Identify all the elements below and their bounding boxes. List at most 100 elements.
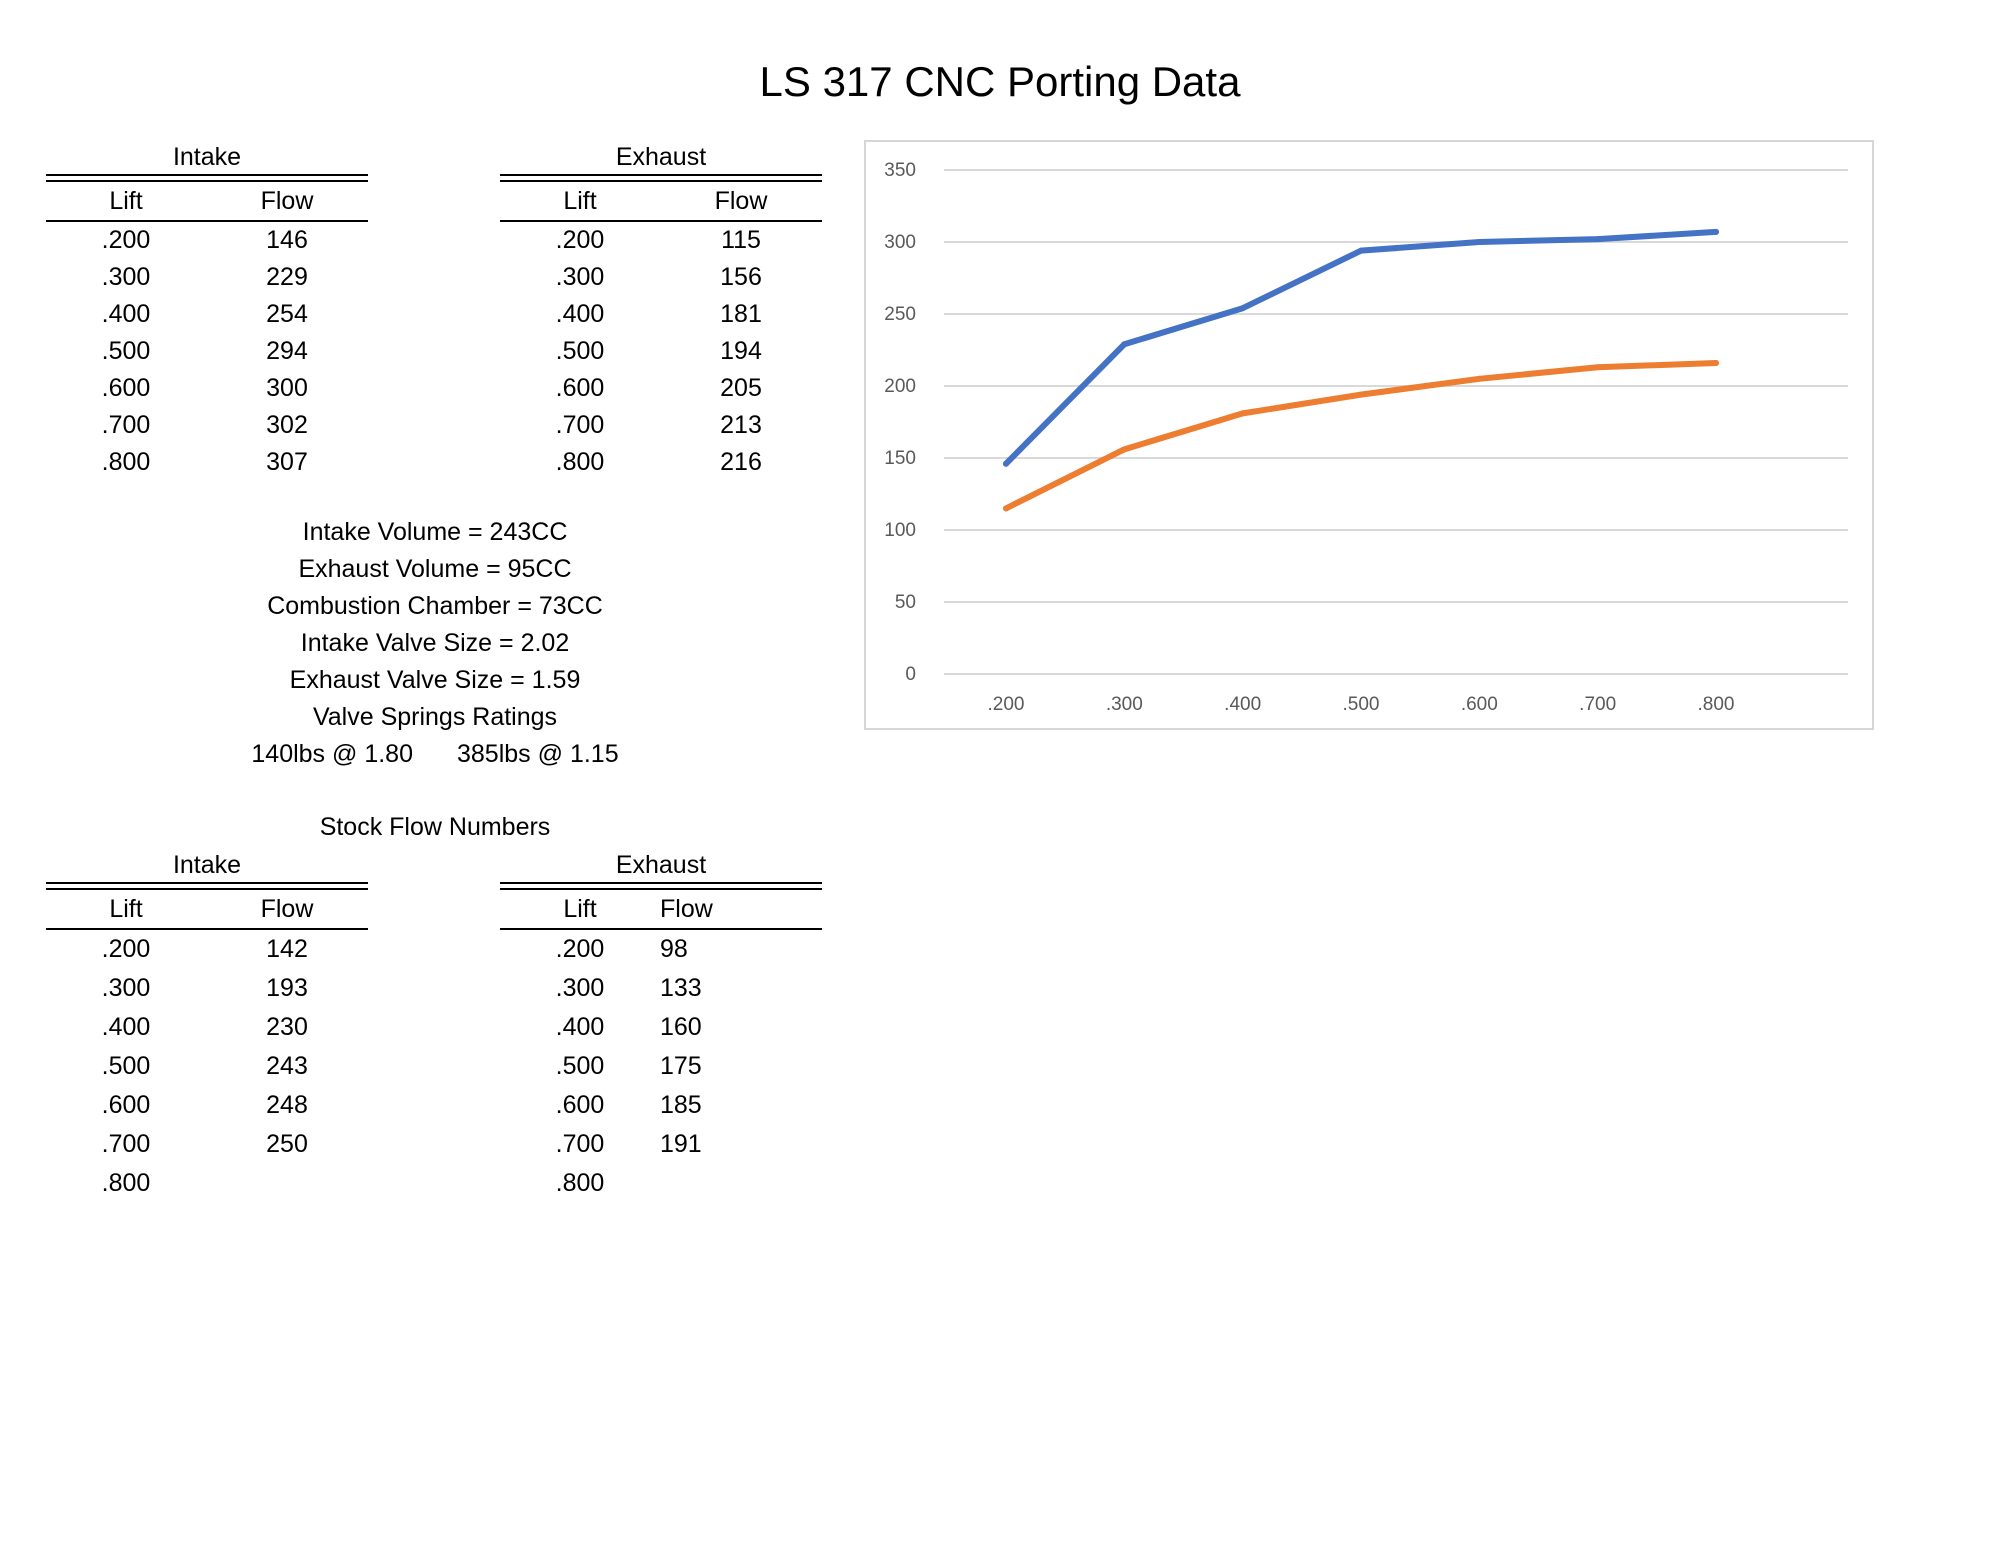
cell-lift: .300 (101, 263, 151, 291)
table-row: .200 115 (500, 222, 822, 259)
y-tick-label: 200 (884, 376, 916, 397)
x-tick-label: .200 (988, 694, 1025, 715)
table-row: .400 254 (46, 296, 368, 333)
cell-lift: .600 (555, 374, 605, 402)
x-tick-label: .500 (1343, 694, 1380, 715)
cell-flow: 254 (266, 300, 308, 328)
y-tick-label: 250 (884, 304, 916, 325)
valve-spring-ratings: 140lbs @ 1.80 385lbs @ 1.15 (215, 736, 655, 773)
x-tick-label: .300 (1106, 694, 1143, 715)
cell-lift: .500 (555, 1052, 605, 1080)
header-lift: Lift (109, 895, 143, 923)
cell-lift: .200 (555, 226, 605, 254)
header-flow: Flow (260, 187, 314, 215)
table-row: .800 216 (500, 444, 822, 481)
chart-svg: 0 50 100 150 200 250 300 350 .200 .300 .400 .500 .60… (884, 160, 1848, 715)
table-header: Lift Flow (500, 182, 822, 222)
table-row: .600 185 (500, 1086, 822, 1125)
series-1-point (1239, 305, 1246, 312)
page-title: LS 317 CNC Porting Data (759, 58, 1241, 105)
table-row: .800 307 (46, 444, 368, 481)
cell-flow (660, 1164, 822, 1203)
intake-valve-size: Intake Valve Size = 2.02 (300, 629, 570, 657)
cell-flow: 213 (720, 411, 762, 439)
header-flow: Flow (660, 895, 713, 923)
series-1-point (1594, 236, 1601, 243)
valve-springs-title: Valve Springs Ratings (312, 703, 558, 731)
table-body: .200 115 .300 156 .400 181 .500 194 .600 205 .700 2… (500, 222, 822, 481)
table-row: .500 175 (500, 1047, 822, 1086)
x-tick-label: .600 (1461, 694, 1498, 715)
intake-volume: Intake Volume = 243CC (302, 518, 568, 546)
y-tick-label: 150 (884, 448, 916, 469)
table-caption: Intake (172, 851, 242, 879)
cell-flow: 307 (266, 448, 308, 476)
cell-lift: .500 (101, 337, 151, 365)
ported-exhaust-table: Exhaust Lift Flow .200 115 .300 156 .400 181.… (500, 140, 822, 481)
table-header: Lift Flow (46, 182, 368, 222)
cell-flow: 98 (660, 935, 688, 963)
double-rule (46, 882, 368, 890)
cell-lift: .800 (101, 448, 151, 476)
cell-lift: .300 (555, 974, 605, 1002)
header-lift: Lift (563, 187, 597, 215)
series-2-point (1358, 391, 1364, 398)
series-line-1 (1003, 228, 1719, 467)
stock-flow-title: Stock Flow Numbers (319, 813, 551, 841)
head-specs: Intake Volume = 243CC Exhaust Volume = 9… (215, 514, 655, 773)
cell-lift: .600 (101, 374, 151, 402)
cell-flow: 302 (266, 411, 308, 439)
cell-flow: 160 (660, 1013, 702, 1041)
exhaust-valve-size: Exhaust Valve Size = 1.59 (289, 666, 581, 694)
series-2-point (1713, 359, 1719, 366)
series-1-point (1121, 341, 1128, 348)
cell-flow: 205 (720, 374, 762, 402)
table-row: .600 205 (500, 370, 822, 407)
cell-lift: .700 (101, 1130, 151, 1158)
combustion-chamber: Combustion Chamber = 73CC (267, 592, 603, 620)
series-2-point (1239, 410, 1246, 417)
double-rule (500, 882, 822, 890)
series-2-point (1594, 364, 1601, 371)
cell-lift: .200 (101, 226, 151, 254)
x-tick-label: .400 (1224, 694, 1261, 715)
cell-lift: .400 (555, 1013, 605, 1041)
cell-lift: .400 (101, 300, 151, 328)
cell-lift: .700 (555, 1130, 605, 1158)
cell-lift: .500 (101, 1052, 151, 1080)
cell-flow: 175 (660, 1052, 702, 1080)
header-flow: Flow (714, 187, 768, 215)
y-tick-label: 100 (884, 520, 916, 541)
series-1-point (1358, 247, 1364, 254)
cell-flow: 193 (266, 974, 308, 1002)
table-row: .600 300 (46, 370, 368, 407)
cell-flow: 229 (266, 263, 308, 291)
table-row: .500 194 (500, 333, 822, 370)
cell-flow: 216 (720, 448, 762, 476)
table-row: .300 156 (500, 259, 822, 296)
flow-chart: 0 50 100 150 200 250 300 350 .200 .300 .400 .500 .60… (864, 140, 1874, 730)
series-1-point (1003, 460, 1009, 467)
spring-open-rating: 385lbs @ 1.15 (457, 740, 619, 768)
table-row: .800 (46, 1164, 368, 1203)
series-2-point (1476, 375, 1483, 382)
cell-flow: 181 (720, 300, 762, 328)
series-line-2 (1003, 359, 1719, 512)
cell-flow: 230 (266, 1013, 308, 1041)
cell-lift: .600 (555, 1091, 605, 1119)
cell-lift: .600 (101, 1091, 151, 1119)
table-row: .300 229 (46, 259, 368, 296)
cell-lift: .400 (555, 300, 605, 328)
table-caption: Exhaust (615, 851, 707, 879)
table-row: .400 160 (500, 1008, 822, 1047)
ported-intake-table: Intake Lift Flow .200 146 .300 229 .400 254 .5… (46, 140, 368, 481)
cell-flow: 250 (266, 1130, 308, 1158)
cell-lift: .700 (555, 411, 605, 439)
y-tick-label: 300 (884, 232, 916, 253)
x-tick-label: .800 (1698, 694, 1735, 715)
table-row: .500 243 (46, 1047, 368, 1086)
spring-seat-rating: 140lbs @ 1.80 (251, 740, 413, 768)
cell-flow: 300 (266, 374, 308, 402)
header-flow: Flow (260, 895, 314, 923)
cell-lift: .700 (101, 411, 151, 439)
